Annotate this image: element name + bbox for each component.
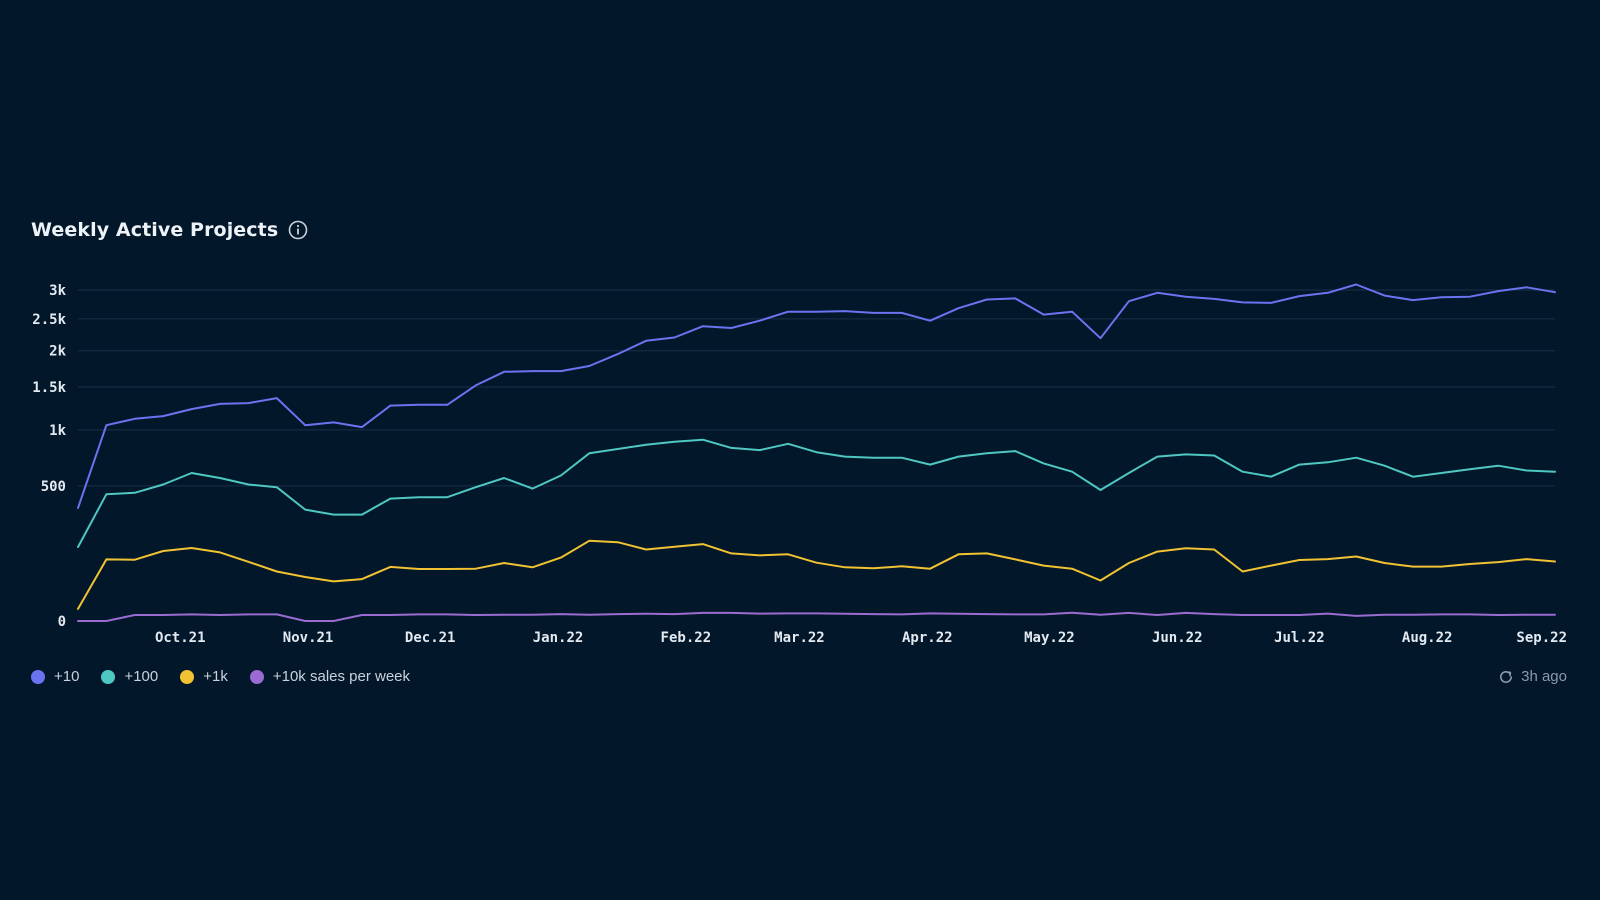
legend-item[interactable]: +100: [101, 668, 158, 685]
x-tick-label: Dec.21: [405, 630, 456, 646]
x-tick-label: Nov.21: [283, 630, 334, 646]
legend-label: +10k sales per week: [272, 668, 411, 685]
x-tick-label: Sep.22: [1516, 630, 1567, 646]
y-tick-label: 2k: [49, 344, 66, 360]
series-lines: [77, 283, 1556, 622]
refresh-icon[interactable]: [1498, 669, 1514, 685]
series-line-2: [77, 438, 1556, 548]
legend-item[interactable]: +1k: [180, 668, 228, 685]
series-line-4: [77, 611, 1556, 622]
y-tick-label: 2.5k: [32, 312, 66, 328]
x-tick-label: Mar.22: [774, 630, 825, 646]
chart-header: Weekly Active Projects: [31, 219, 308, 241]
y-axis: 0 500 1k 1.5k 2k 2.5k 3k: [32, 283, 66, 630]
series-line-3: [77, 539, 1556, 610]
chart-legend: +10 +100 +1k +10k sales per week: [31, 668, 410, 685]
legend-label: +100: [124, 668, 159, 685]
last-updated-text: 3h ago: [1521, 668, 1567, 685]
info-icon[interactable]: [288, 220, 308, 240]
x-tick-label: Oct.21: [155, 630, 206, 646]
y-tick-label: 500: [41, 479, 66, 495]
legend-label: +10: [54, 668, 80, 685]
legend-item[interactable]: +10: [31, 668, 79, 685]
legend-dot: [101, 669, 116, 684]
x-axis: Oct.21 Nov.21 Dec.21 Jan.22 Feb.22 Mar.22 Apr.…: [155, 630, 1567, 646]
y-tick-label: 1.5k: [32, 380, 66, 396]
x-tick-label: May.22: [1024, 630, 1075, 646]
legend-dot: [249, 669, 264, 684]
series-line-1: [77, 283, 1556, 509]
y-tick-label: 0: [58, 614, 66, 630]
legend-item[interactable]: +10k sales per week: [249, 668, 411, 685]
legend-label: +1k: [203, 668, 228, 685]
x-tick-label: Jan.22: [533, 630, 584, 646]
x-tick-label: Jun.22: [1152, 630, 1203, 646]
chart-title: Weekly Active Projects: [31, 219, 279, 241]
y-tick-label: 3k: [49, 283, 66, 299]
x-tick-label: Apr.22: [902, 630, 953, 646]
x-tick-label: Aug.22: [1402, 630, 1453, 646]
last-updated: 3h ago: [1498, 668, 1567, 685]
legend-dot: [31, 669, 45, 684]
legend-dot: [180, 669, 195, 684]
x-tick-label: Jul.22: [1274, 630, 1325, 646]
grid-lines: [78, 289, 1555, 487]
y-tick-label: 1k: [49, 423, 66, 439]
x-tick-label: Feb.22: [661, 630, 712, 646]
